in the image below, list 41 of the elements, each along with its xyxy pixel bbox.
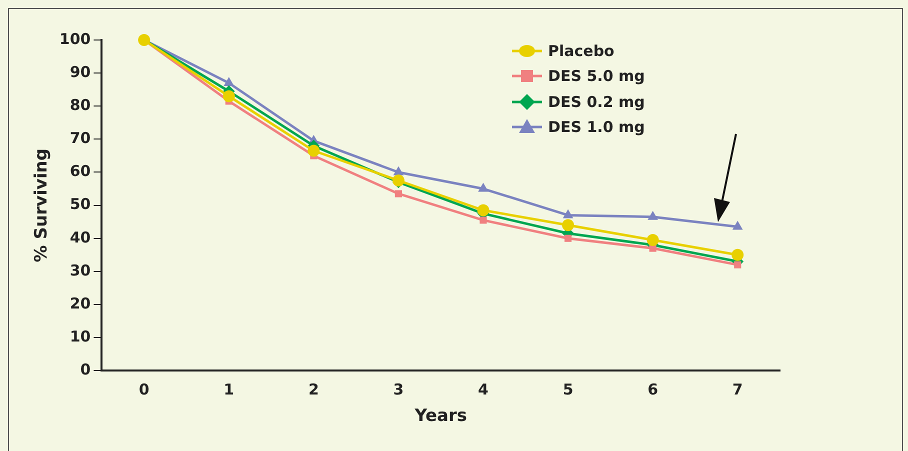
x-tick-label: 2	[308, 380, 319, 398]
legend-label: Placebo	[548, 42, 614, 60]
x-tick-label: 6	[648, 380, 658, 398]
y-tick-label: 100	[59, 30, 91, 48]
point	[562, 209, 574, 218]
legend-label: DES 1.0 mg	[548, 118, 645, 136]
y-tick-label: 50	[70, 195, 91, 214]
y-tick-label: 30	[70, 261, 91, 280]
point	[308, 144, 320, 157]
x-tick-label: 3	[393, 380, 404, 398]
point	[477, 204, 490, 216]
y-tick-label: 90	[70, 62, 91, 81]
point	[222, 90, 235, 102]
point	[564, 234, 572, 242]
point	[478, 182, 488, 192]
point	[393, 166, 404, 176]
legend-label: DES 0.2 mg	[548, 92, 645, 111]
point	[734, 261, 742, 268]
x-tick-label: 4	[478, 380, 488, 398]
point	[732, 220, 743, 230]
point	[562, 219, 574, 232]
point	[732, 248, 744, 261]
y-tick-label: 10	[70, 327, 91, 346]
y-tick-label: 20	[70, 294, 91, 312]
x-tick-label: 0	[138, 380, 150, 398]
x-tick-label: 1	[224, 380, 234, 398]
y-tick-label: 0	[80, 360, 91, 378]
point	[224, 76, 234, 86]
legend-label: DES 5.0 mg	[548, 67, 645, 86]
y-tick-label: 40	[70, 228, 91, 246]
point	[646, 234, 659, 246]
x-axis-title: Years	[414, 406, 467, 426]
point	[480, 216, 487, 224]
y-tick-label: 70	[70, 129, 91, 148]
x-tick-label: 7	[732, 380, 743, 398]
x-tick-label: 5	[562, 380, 574, 398]
y-axis-title: % Surviving	[32, 148, 52, 262]
y-tick-label: 60	[70, 162, 91, 180]
y-tick-label: 80	[70, 96, 91, 114]
point	[394, 190, 402, 198]
point	[648, 210, 658, 220]
